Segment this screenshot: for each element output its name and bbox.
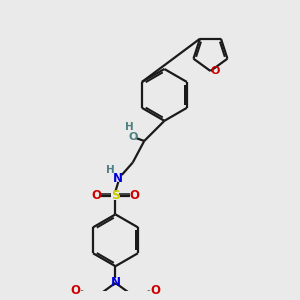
- Text: H: H: [106, 165, 115, 175]
- Text: S: S: [111, 189, 120, 202]
- Text: O: O: [71, 284, 81, 297]
- Text: N: N: [110, 275, 121, 289]
- Text: O: O: [211, 66, 220, 76]
- Text: O: O: [92, 189, 102, 202]
- Text: O: O: [129, 189, 139, 202]
- Text: O: O: [129, 132, 138, 142]
- Text: O: O: [150, 284, 160, 297]
- Text: N: N: [113, 172, 123, 185]
- Text: H: H: [125, 122, 134, 132]
